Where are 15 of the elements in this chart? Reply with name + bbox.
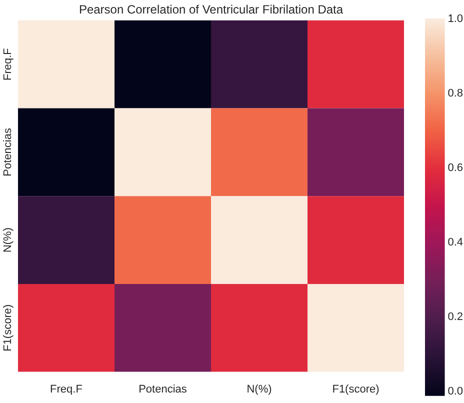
y-tick-label: N(%) [2, 227, 14, 253]
chart-title: Pearson Correlation of Ventricular Fibrilation Data [78, 2, 344, 17]
x-tick-label: F1(score) [332, 383, 380, 396]
y-tick-label: F1(score) [2, 304, 14, 352]
color-bar-label: 0.6 [448, 162, 464, 174]
y-tick-label: Freq.F [2, 48, 14, 81]
color-bar-label: 1.0 [448, 13, 464, 26]
color-bar-label: 0.4 [448, 236, 464, 249]
x-tick-label: N(%) [246, 383, 272, 396]
color-bar-label: 0.8 [448, 88, 464, 100]
x-tick-label: Potencias [138, 383, 188, 396]
x-tick-label: Freq.F [50, 383, 83, 396]
color-bar-label: 0.2 [448, 311, 464, 324]
color-bar-label: 0.0 [448, 386, 464, 398]
y-tick-label: Potencias [2, 128, 14, 176]
